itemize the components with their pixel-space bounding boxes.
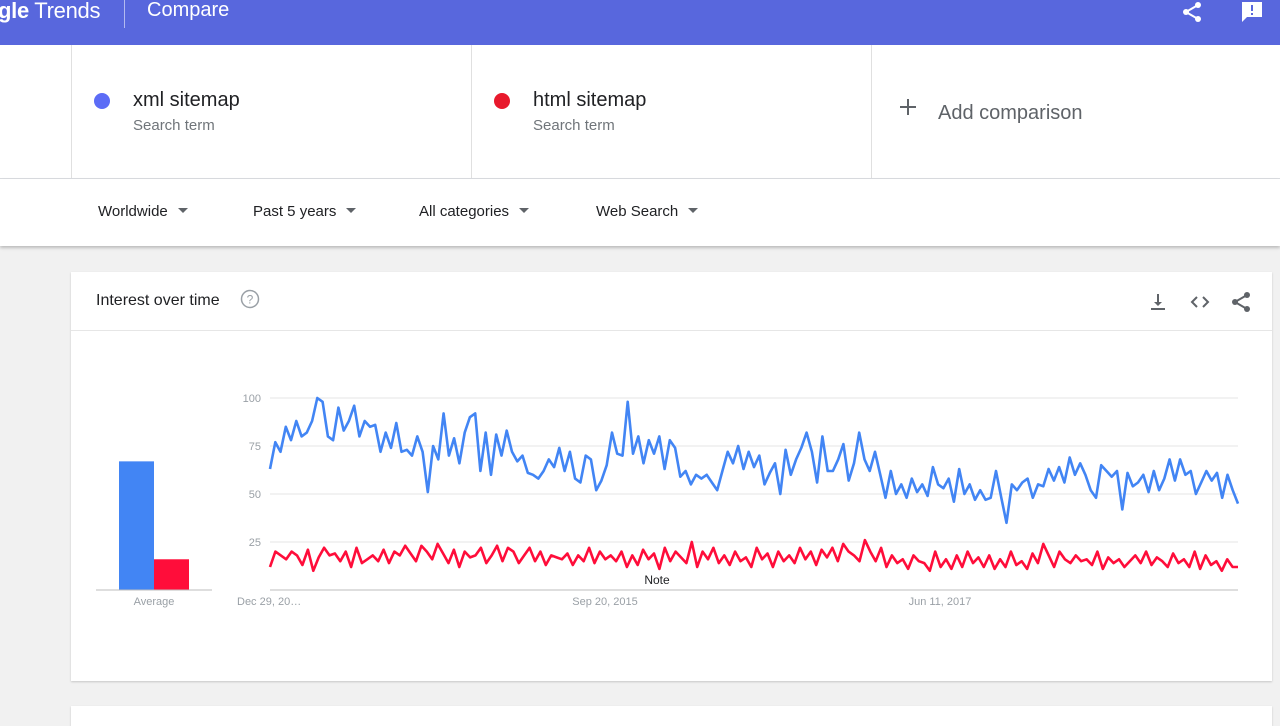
- average-bar[interactable]: [119, 461, 154, 590]
- series-line-html-sitemap[interactable]: [268, 538, 1238, 573]
- average-bar[interactable]: [154, 559, 189, 590]
- embed-code-icon[interactable]: [1188, 290, 1212, 314]
- add-comparison-button[interactable]: Add comparison: [871, 45, 1280, 178]
- chart-labels: 100 75 50 25 Dec 29, 20… Sep 20, 2015 Jun 11, …: [134, 393, 972, 608]
- google-trends-logo[interactable]: gle Trends: [0, 0, 100, 24]
- caret-down-icon: [177, 208, 188, 213]
- download-icon[interactable]: [1146, 290, 1170, 314]
- term-color-dot: [494, 93, 510, 109]
- share-icon[interactable]: [1180, 0, 1204, 24]
- region-dropdown[interactable]: Worldwide: [98, 203, 188, 220]
- add-comparison-label: Add comparison: [938, 102, 1083, 124]
- average-label: Average: [134, 596, 175, 608]
- category-value: All categories: [419, 203, 510, 220]
- time-range-value: Past 5 years: [253, 203, 337, 220]
- caret-down-icon: [346, 208, 357, 213]
- search-type-value: Web Search: [596, 203, 679, 220]
- header-divider: [124, 0, 125, 28]
- y-tick-label: 100: [243, 393, 261, 405]
- x-tick-label: Sep 20, 2015: [572, 596, 637, 608]
- search-type-dropdown[interactable]: Web Search: [596, 203, 699, 220]
- caret-down-icon: [519, 208, 530, 213]
- page-title: Compare: [147, 0, 230, 21]
- feedback-icon[interactable]: [1240, 0, 1264, 24]
- term-subtitle: Search term: [133, 117, 215, 134]
- y-tick-label: 50: [249, 489, 261, 501]
- card-share-icon[interactable]: [1229, 290, 1253, 314]
- svg-text:?: ?: [247, 293, 254, 307]
- term-name: html sitemap: [533, 89, 647, 111]
- chart-gridlines: [270, 397, 1238, 591]
- y-tick-label: 25: [249, 537, 261, 549]
- x-tick-label: Dec 29, 20…: [237, 596, 301, 608]
- brand-rest: Trends: [28, 0, 101, 23]
- card-divider: [71, 330, 1272, 331]
- help-circle-icon[interactable]: ?: [240, 289, 260, 309]
- term-color-dot: [94, 93, 110, 109]
- filter-bar: Worldwide Past 5 years All categories We…: [0, 179, 1280, 246]
- region-value: Worldwide: [98, 203, 168, 220]
- series-line-xml-sitemap[interactable]: [268, 396, 1240, 525]
- interest-over-time-card: Interest over time ? 100 75 50 25 Dec 29, 20…: [71, 272, 1272, 681]
- caret-down-icon: [688, 208, 699, 213]
- chart-note-label[interactable]: Note: [644, 573, 670, 587]
- term-card-xml-sitemap[interactable]: xml sitemap Search term: [71, 45, 472, 178]
- category-dropdown[interactable]: All categories: [419, 203, 530, 220]
- x-tick-label: Jun 11, 2017: [909, 596, 972, 608]
- brand-partial: gle: [0, 0, 29, 23]
- term-subtitle: Search term: [533, 117, 615, 134]
- term-card-html-sitemap[interactable]: html sitemap Search term: [471, 45, 872, 178]
- chart-series-lines: [268, 396, 1240, 573]
- term-name: xml sitemap: [133, 89, 240, 111]
- interest-chart: 100 75 50 25 Dec 29, 20… Sep 20, 2015 Jun 11, …: [96, 393, 1240, 608]
- comparison-terms-row: xml sitemap Search term html sitemap Sea…: [0, 45, 1280, 179]
- time-range-dropdown[interactable]: Past 5 years: [253, 203, 357, 220]
- next-card: [71, 706, 1272, 726]
- y-tick-label: 75: [249, 441, 261, 453]
- plus-icon: [900, 99, 916, 115]
- average-bars: [96, 461, 212, 591]
- card-title: Interest over time: [96, 292, 220, 309]
- top-app-bar: gle Trends Compare: [0, 0, 1280, 45]
